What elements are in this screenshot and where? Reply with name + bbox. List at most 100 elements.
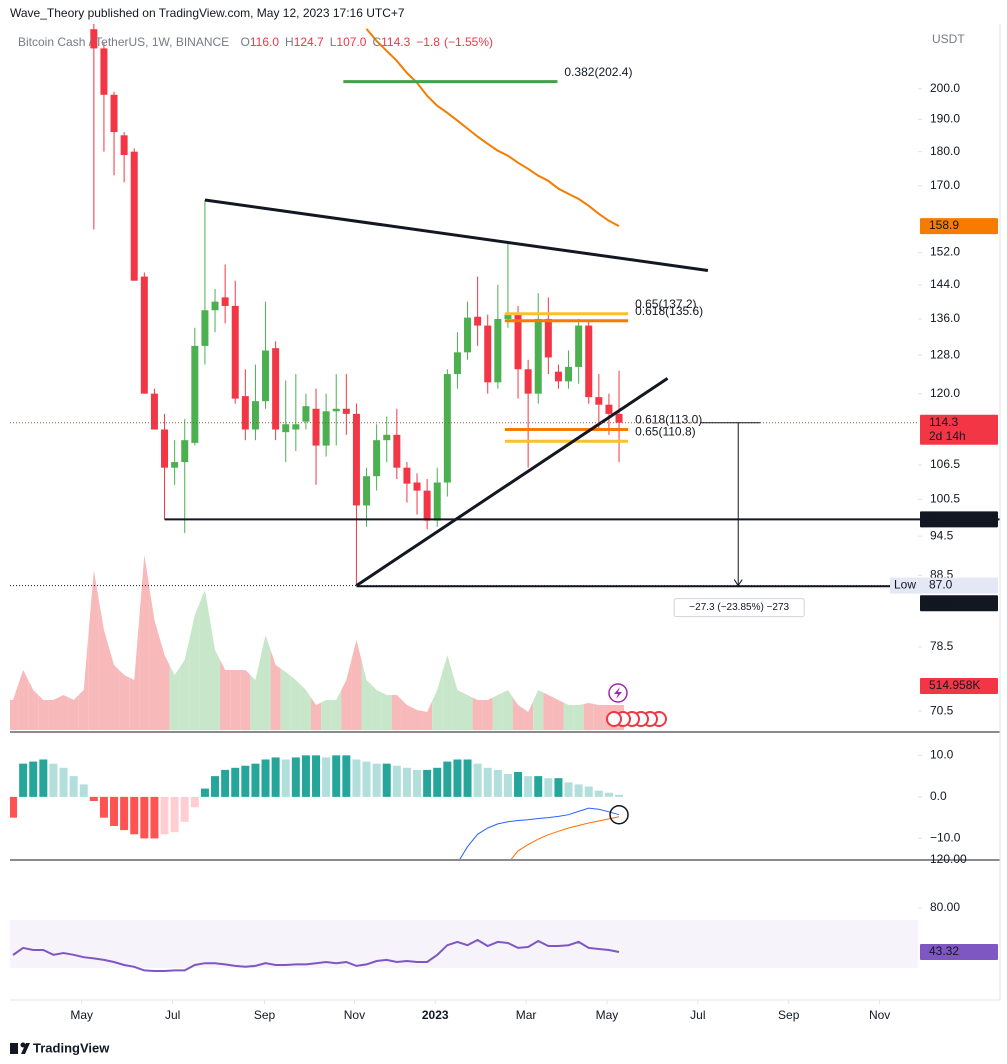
macd-histogram-bar	[443, 761, 452, 797]
volume-area	[78, 630, 89, 730]
candle-body	[332, 408, 340, 412]
macd-histogram-bar	[180, 796, 189, 822]
candle-body	[373, 440, 381, 477]
volume-area	[472, 697, 483, 730]
candle-body	[251, 401, 259, 430]
brand: TradingView	[33, 1040, 110, 1055]
macd-histogram-bar	[79, 784, 88, 797]
macd-histogram-bar	[574, 784, 583, 797]
volume-area	[401, 700, 412, 730]
x-tick-label: Sep	[778, 1008, 800, 1022]
volume-area	[10, 685, 19, 730]
macd-pane	[10, 755, 629, 859]
macd-histogram-bar	[352, 759, 361, 797]
volume-area	[512, 697, 524, 730]
volume-area	[442, 654, 453, 730]
macd-histogram-bar	[332, 755, 341, 797]
volume-area	[209, 619, 221, 730]
macd-histogram-bar	[29, 761, 38, 797]
currency: USDT	[932, 32, 965, 46]
candle-body	[181, 440, 189, 463]
line-badge-bg	[920, 595, 998, 612]
macd-histogram-bar	[362, 761, 371, 797]
volume-area	[523, 701, 534, 730]
legend-key: C	[372, 35, 381, 49]
candle-body	[342, 408, 350, 414]
ma-badge: 158.9	[929, 218, 959, 232]
legend-value: 124.7	[294, 35, 324, 49]
trendline	[204, 198, 709, 272]
volume-area	[331, 690, 342, 730]
y-tick-label: 180.0	[930, 144, 960, 158]
volume-area	[593, 704, 604, 730]
macd-histogram-bar	[231, 767, 240, 797]
volume-area	[422, 701, 433, 730]
volume-area	[371, 685, 382, 730]
volume-area	[119, 670, 130, 730]
candle-body	[544, 318, 552, 358]
candle-body	[413, 482, 421, 491]
volume-area	[169, 665, 180, 730]
candle-body	[312, 408, 320, 446]
macd-histogram-bar	[413, 769, 422, 797]
x-tick-label: May	[70, 1008, 93, 1022]
legend-value: 114.3	[381, 35, 410, 49]
x-tick-label: May	[596, 1008, 619, 1022]
volume-area	[381, 692, 392, 730]
macd-histogram-bar	[49, 763, 58, 797]
macd-histogram-bar	[140, 796, 149, 839]
legend-key: L	[330, 35, 337, 49]
volume-area	[361, 660, 372, 730]
y-tick-label: 100.5	[930, 492, 960, 506]
candle-body	[585, 325, 593, 398]
line-badge: 97.2	[929, 512, 953, 526]
macd-tick-label: −10.0	[930, 831, 961, 845]
macd-histogram-bar	[200, 788, 209, 797]
macd-histogram-bar	[372, 763, 381, 797]
y-tick-label: 170.0	[930, 178, 960, 192]
candle-body	[221, 297, 229, 306]
macd-histogram-bar	[514, 771, 523, 797]
candle-body	[504, 314, 512, 319]
candle-body	[161, 429, 169, 468]
macd-histogram-bar	[190, 796, 199, 808]
candle-body	[302, 406, 310, 422]
candle-body	[130, 151, 138, 281]
event-flags[interactable]	[606, 711, 667, 727]
candle-body	[514, 314, 522, 370]
candle-body	[474, 316, 482, 326]
rsi-tick-label: 120.00	[930, 852, 967, 866]
ma-badge-bg	[920, 218, 998, 235]
x-tick-label: Nov	[869, 1008, 890, 1022]
volume-area	[230, 670, 241, 730]
candle-body	[443, 374, 451, 483]
volume-area	[553, 697, 564, 730]
macd-histogram-bar	[503, 774, 512, 797]
volume-area	[411, 707, 423, 730]
macd-histogram-bar	[301, 755, 310, 797]
candle-body	[292, 424, 300, 430]
volume-area	[68, 695, 79, 730]
legend-change-pct: (−1.55%)	[444, 35, 493, 49]
macd-histogram-bar	[473, 763, 482, 797]
price-badge-bg	[920, 414, 998, 445]
macd-histogram-bar	[99, 796, 108, 818]
macd-histogram-bar	[594, 790, 603, 797]
macd-histogram-bar	[89, 796, 98, 802]
macd-histogram-bar	[544, 778, 553, 797]
candle-body	[201, 310, 209, 346]
candle-body	[100, 48, 108, 95]
y-tick-label: 128.0	[930, 347, 960, 361]
macd-histogram-bar	[130, 796, 139, 835]
volume-area	[48, 697, 59, 730]
macd-histogram-bar	[433, 767, 442, 797]
x-tick-label: Jul	[690, 1008, 705, 1022]
y-tick-label: 152.0	[930, 245, 960, 259]
volume-badge-bg	[920, 677, 998, 694]
macd-histogram-bar	[150, 796, 159, 839]
candle-body	[110, 94, 118, 133]
macd-histogram-bar	[39, 759, 48, 797]
candle-body	[383, 434, 391, 441]
volume-area	[583, 703, 594, 730]
